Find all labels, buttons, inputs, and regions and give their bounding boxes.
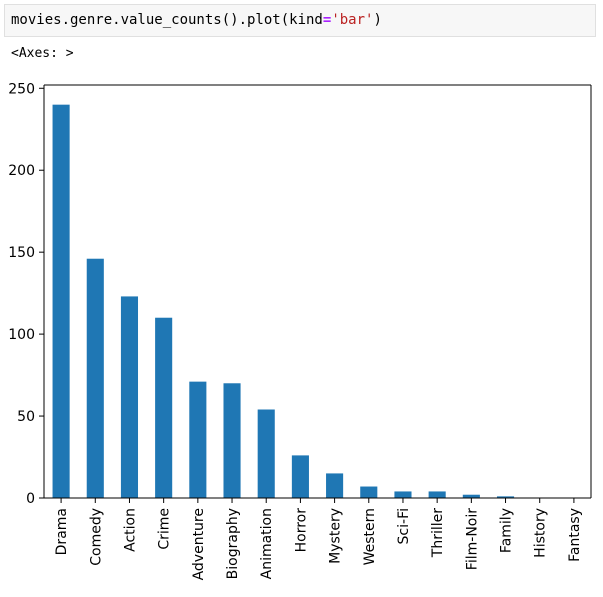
y-tick-label: 150 [8,245,35,261]
x-tick-label: Adventure [191,508,207,580]
y-tick-label: 0 [26,491,35,507]
bar-animation [257,409,275,498]
x-tick-label: Crime [157,508,173,550]
x-tick-label: Drama [54,508,70,555]
bar-biography [223,383,241,498]
code-cell[interactable]: movies.genre.value_counts().plot(kind='b… [4,4,596,37]
bar-drama [52,104,70,499]
x-tick-label: Thriller [430,508,446,558]
code-equals-operator: = [322,12,332,28]
y-tick-label: 200 [8,163,35,179]
bar-horror [291,455,309,498]
x-tick-label: Western [362,508,378,565]
x-tick-label: Horror [293,508,309,553]
bar-family [496,496,515,498]
code-string-literal: 'bar' [331,12,374,28]
bar-crime [155,317,173,498]
x-tick-label: History [533,508,549,558]
y-tick-label: 250 [8,81,35,97]
x-tick-label: Comedy [88,508,104,566]
y-tick-label: 50 [17,409,35,425]
x-tick-label: Action [122,508,138,552]
x-tick-label: Animation [259,508,275,579]
bar-western [360,486,378,498]
bar-chart-svg: 0 50 100 150 200 250 Drama Comedy Action Crime Adv… [8,81,592,580]
bar-adventure [189,381,207,498]
x-tick-label: Mystery [328,508,344,564]
bar-action [120,296,139,498]
bar-comedy [86,258,104,498]
bar-film-noir [462,494,480,498]
x-tick-label: Family [499,508,515,553]
bar-mystery [326,473,344,498]
bar-chart: 0 50 100 150 200 250 Drama Comedy Action Crime Adv… [0,80,603,597]
x-tick-label: Biography [225,508,241,579]
code-prefix: movies.genre.value_counts().plot(kind [11,12,323,28]
x-tick-label: Sci-Fi [396,508,412,544]
code-suffix: ) [373,12,382,28]
bar-thriller [428,491,446,498]
y-tick-label: 100 [8,327,35,343]
bar-sci-fi [394,491,412,498]
x-tick-label: Film-Noir [464,508,480,570]
x-tick-label: Fantasy [567,508,583,562]
cell-output-text: <Axes: > [11,46,74,61]
